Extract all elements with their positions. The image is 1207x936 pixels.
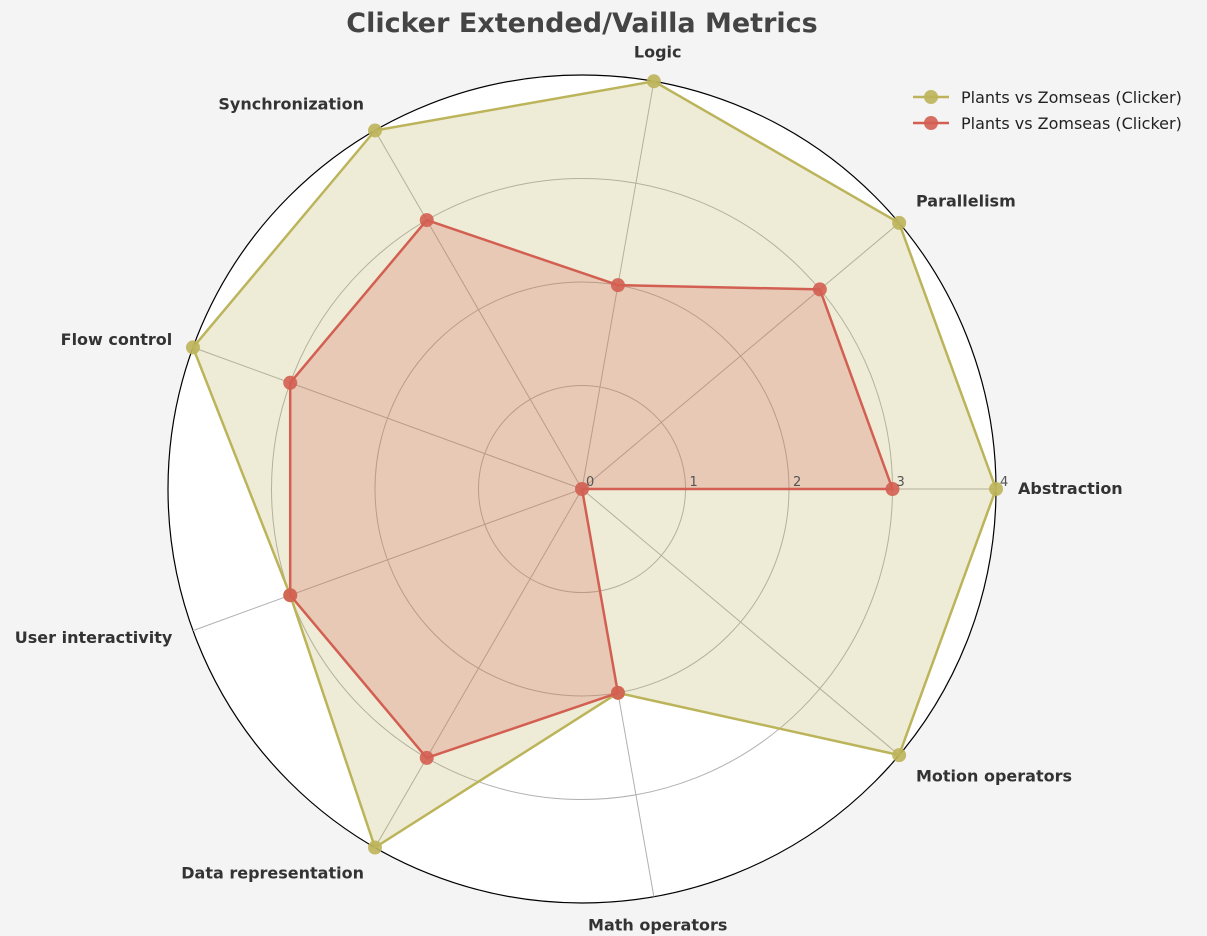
legend-label: Plants vs Zomseas (Clicker) — [961, 88, 1182, 107]
legend: Plants vs Zomseas (Clicker) Plants vs Zom… — [913, 88, 1182, 133]
grid-spoke — [192, 488, 583, 632]
data-point — [989, 482, 1003, 496]
axis-label: Math operators — [588, 915, 727, 934]
grid-spoke — [581, 488, 900, 756]
data-point — [368, 840, 382, 855]
data-point — [575, 482, 589, 496]
tick-label: 3 — [897, 475, 905, 490]
data-point — [419, 750, 434, 765]
series-layer — [185, 74, 1003, 855]
data-point — [368, 123, 382, 138]
data-point — [185, 340, 200, 355]
axis-label: Abstraction — [1018, 479, 1123, 498]
grid-spoke — [581, 222, 900, 490]
series-line — [288, 218, 894, 760]
legend-item: Plants vs Zomseas (Clicker) — [913, 88, 1182, 107]
axis-labels: Abstraction Parallelism Logic Synchronizati… — [15, 43, 1123, 935]
tick-label: 0 — [586, 475, 594, 490]
axis-label: Data representation — [181, 864, 364, 883]
data-point — [892, 215, 907, 230]
tick-label: 2 — [793, 475, 801, 490]
series-line — [191, 80, 998, 849]
grid — [192, 81, 996, 897]
series-area — [193, 81, 996, 848]
data-point — [646, 74, 661, 89]
axis-label: Flow control — [61, 330, 173, 349]
series-1 — [185, 74, 1003, 855]
data-point — [610, 278, 625, 293]
axis-label: User interactivity — [15, 628, 173, 647]
grid-spoke — [374, 488, 583, 848]
data-point — [610, 685, 625, 700]
tick-label: 1 — [690, 475, 698, 490]
legend-label: Plants vs Zomseas (Clicker) — [961, 114, 1182, 133]
axis-label: Synchronization — [218, 94, 364, 113]
data-point — [812, 282, 827, 297]
grid-spoke — [374, 130, 583, 490]
data-point — [419, 213, 434, 228]
data-point — [283, 588, 298, 603]
axis-label: Motion operators — [916, 766, 1072, 785]
radial-ticks: 0 1 2 3 4 — [586, 475, 1008, 490]
series-2 — [283, 213, 900, 765]
series-area — [290, 220, 893, 758]
data-point — [885, 482, 900, 496]
legend-item: Plants vs Zomseas (Clicker) — [913, 114, 1182, 133]
legend-marker — [924, 116, 938, 130]
axis-label: Logic — [634, 43, 682, 62]
data-point — [283, 375, 298, 390]
data-point — [892, 748, 907, 763]
axis-label: Parallelism — [916, 192, 1016, 211]
legend-marker — [924, 90, 938, 104]
grid-spoke — [192, 346, 583, 490]
chart-title: Clicker Extended/Vailla Metrics — [346, 8, 817, 39]
tick-label: 4 — [1000, 475, 1008, 490]
